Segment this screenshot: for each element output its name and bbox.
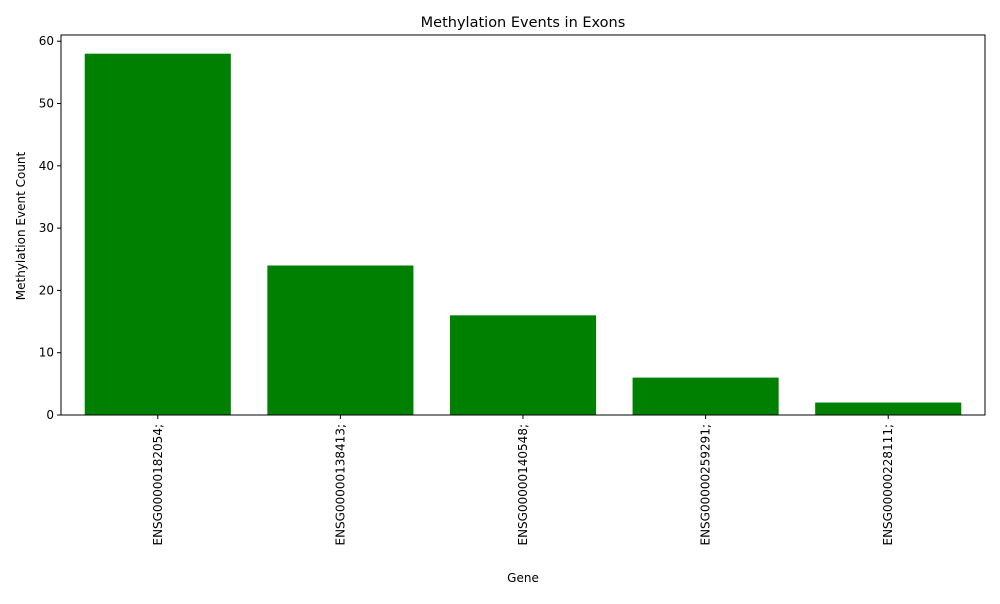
x-tick-label: ENSG00000140548; bbox=[516, 424, 530, 546]
x-tick-label: ENSG00000228111; bbox=[881, 424, 895, 546]
y-tick-label: 30 bbox=[39, 221, 54, 235]
x-axis: ENSG00000182054; ENSG00000138413; ENSG0000… bbox=[151, 415, 895, 546]
bars-layer bbox=[84, 53, 962, 415]
plot-frame bbox=[60, 34, 986, 416]
x-tick-label: ENSG00000138413; bbox=[333, 424, 347, 546]
y-tick-label: 60 bbox=[39, 34, 54, 48]
y-axis: 0 10 20 30 40 50 60 bbox=[39, 34, 61, 422]
chart-title: Methylation Events in Exons bbox=[421, 15, 626, 31]
y-tick-label: 50 bbox=[39, 97, 54, 111]
bar bbox=[267, 265, 414, 415]
bar bbox=[815, 402, 962, 415]
y-tick-label: 10 bbox=[39, 346, 54, 360]
bar bbox=[449, 315, 597, 415]
bar bbox=[632, 377, 779, 415]
y-axis-label: Methylation Event Count bbox=[14, 151, 28, 300]
x-axis-label: Gene bbox=[507, 571, 539, 585]
bar bbox=[84, 53, 231, 415]
x-tick-label: ENSG00000182054; bbox=[151, 424, 165, 546]
x-tick-label: ENSG00000259291; bbox=[699, 424, 713, 546]
y-tick-label: 40 bbox=[39, 159, 54, 173]
y-tick-label: 0 bbox=[46, 408, 54, 422]
y-tick-label: 20 bbox=[39, 283, 54, 297]
